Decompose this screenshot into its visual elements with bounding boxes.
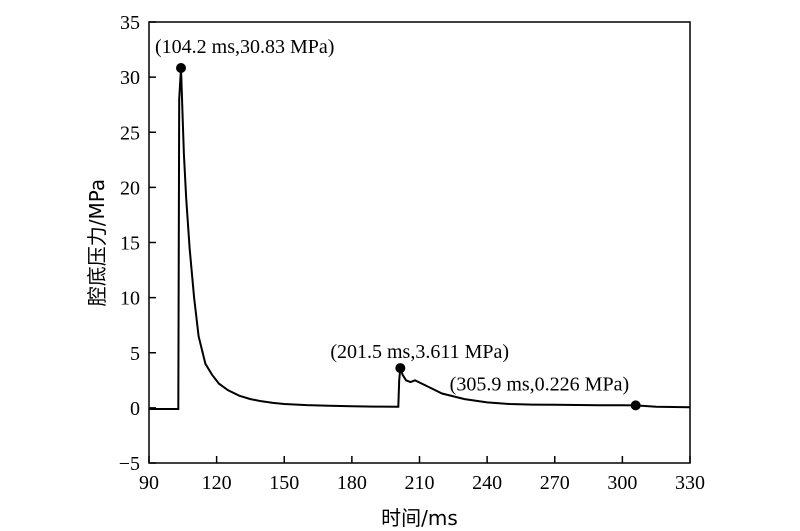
x-tick-label: 330 [675, 472, 705, 494]
plot-frame [148, 21, 691, 464]
y-tick-label: 10 [120, 288, 140, 310]
pressure-series-line [149, 67, 691, 410]
x-tick-label: 270 [540, 472, 570, 494]
x-tick-label: 210 [405, 472, 435, 494]
x-tick-label: 150 [269, 472, 299, 494]
x-tick-label: 240 [472, 472, 502, 494]
x-tick-label: 90 [139, 472, 159, 494]
y-tick-label: 0 [130, 398, 140, 420]
x-axis-tick-labels: 90 120 150 180 210 240 270 300 330 [139, 472, 705, 494]
peak-annotation-label: (305.9 ms,0.226 MPa) [450, 373, 629, 395]
y-tick-label: −5 [119, 453, 140, 475]
y-tick-label: 25 [120, 122, 140, 144]
x-tick-label: 120 [202, 472, 232, 494]
y-tick-label: 35 [120, 12, 140, 34]
peak-marker-point [630, 400, 641, 411]
y-tick-label: 20 [120, 177, 140, 199]
x-axis-ticks [148, 456, 691, 463]
peak-markers: (104.2 ms,30.83 MPa) (201.5 ms,3.611 MPa)… [155, 36, 641, 411]
y-axis-label: 腔底压力/MPa [85, 179, 109, 306]
peak-annotation-label: (201.5 ms,3.611 MPa) [330, 341, 509, 363]
x-tick-label: 180 [337, 472, 367, 494]
y-tick-label: 5 [130, 343, 140, 365]
y-tick-label: 15 [120, 233, 140, 255]
peak-annotation-label: (104.2 ms,30.83 MPa) [155, 36, 334, 58]
y-tick-label: 30 [120, 67, 140, 89]
y-axis-tick-labels: −5 0 5 10 15 20 25 30 35 [119, 12, 140, 475]
y-axis-ticks [149, 21, 156, 464]
x-axis-label: 时间/ms [381, 506, 458, 530]
peak-marker-point [395, 363, 406, 374]
peak-marker-point [176, 62, 187, 73]
x-tick-label: 300 [607, 472, 637, 494]
